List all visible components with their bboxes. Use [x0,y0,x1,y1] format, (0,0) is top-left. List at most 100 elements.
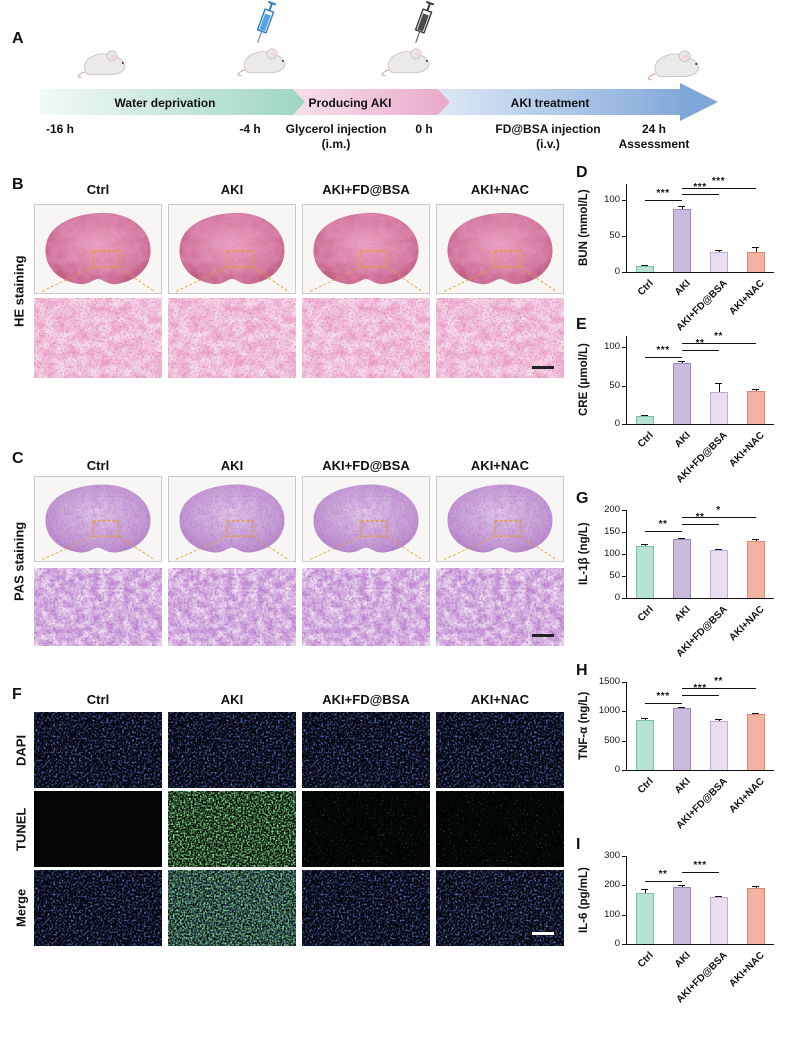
column-header-nac: AKI+NAC [470,182,530,197]
he-kidney-image-fdbsa [302,204,430,294]
scale-bar [532,932,554,935]
significance-stars: *** [711,175,726,187]
y-tick-label: 500 [604,734,620,746]
time-minus-16h: -16 h [45,122,74,136]
significance-stars: *** [656,344,670,356]
pas-kidney-image-ctrl [34,476,162,562]
error-bar-cap [641,718,648,720]
error-bar-cap [715,548,722,550]
panel-label-e: E [576,316,587,333]
y-tick-label: 100 [604,341,620,353]
x-tick-label: AKI+NAC [726,278,767,318]
y-axis [626,856,627,944]
y-tick-label: 100 [604,193,620,205]
dapi-image-nac [436,712,564,788]
merge-row-label: Merge [13,888,29,928]
column-header-fdbsa: AKI+FD@BSA [322,182,410,197]
panel-label-h: H [576,662,588,679]
fdbsa-injection-label: FD@BSA injection [495,122,601,136]
x-tick-label: AKI+NAC [726,604,767,644]
y-tick-label: 100 [604,908,620,920]
y-axis-label: TNF-α (ng/L) [578,691,590,761]
error-bar-cap [752,885,759,887]
x-tick-label: Ctrl [635,278,656,298]
x-tick-label: Ctrl [635,430,656,450]
error-bar-cap [715,249,722,251]
y-tick [622,554,626,555]
column-header-aki: AKI [220,458,244,473]
y-tick [622,944,626,945]
error-bar [681,205,683,209]
significance-stars: *** [693,860,707,872]
significance-line [644,880,682,882]
tunel-image-fdbsa [302,791,430,867]
error-bar [644,889,646,893]
significance-stars: *** [656,187,670,199]
significance-line [681,349,719,351]
y-tick [622,598,626,599]
chart-il6: IL-6 (pg/mL) 0 100 200 300 Ctrl AKI AKI+FD@BSA A… [578,848,793,1008]
x-tick-label: AKI [672,950,693,970]
y-tick [622,711,626,713]
y-tick-label: 300 [604,850,620,861]
y-tick [622,770,626,771]
mouse-icon [647,50,700,81]
mouse-icon [237,48,286,77]
blue-syringe-icon [252,0,278,46]
merge-image-fdbsa [302,870,430,946]
column-header-aki: AKI [220,182,244,197]
significance-line [681,517,756,519]
x-tick-label: Ctrl [635,950,656,970]
chart-il1b: IL-1β (ng/L) 0 50 100 150 200 Ctrl AKI AKI+FD@BS… [578,502,793,662]
y-tick [622,856,626,857]
error-bar-cap [678,360,685,362]
pas-tissue-image-ctrl [34,568,162,646]
x-axis [626,770,774,771]
panel-label-c: C [12,450,24,467]
pas-tissue-image-fdbsa [302,568,430,646]
x-axis [626,424,774,425]
he-kidney-image-aki [168,204,296,294]
y-tick [622,385,626,387]
significance-stars: *** [656,690,670,702]
y-tick [622,510,626,511]
segment-producing-aki: Producing AKI [308,96,392,110]
y-axis [626,184,627,272]
error-bar-cap [678,706,685,708]
fdbsa-route-label: (i.v.) [536,137,560,151]
x-tick-label: AKI+NAC [726,950,767,990]
dapi-image-aki [168,712,296,788]
y-tick-label: 50 [609,229,620,241]
error-bar-cap [715,895,722,897]
dark-syringe-icon [410,0,436,46]
bar [672,886,691,944]
y-tick-label: 0 [614,418,620,429]
glycerol-route-label: (i.m.) [321,137,351,151]
significance-line [681,695,719,697]
significance-stars: ** [658,519,668,531]
y-tick [622,914,626,916]
segment-aki-treatment: AKI treatment [510,96,590,110]
significance-stars: ** [714,676,723,688]
he-kidney-image-ctrl [34,204,162,294]
error-bar [755,246,757,252]
y-tick-label: 1500 [598,676,620,687]
error-bar [718,249,720,252]
significance-stars: * [716,505,721,517]
y-tick [622,424,626,425]
error-bar [718,383,720,392]
timeline-arrow [40,83,718,121]
significance-line [681,524,719,526]
tunel-row-label: TUNEL [13,807,29,851]
error-bar-cap [678,537,685,539]
error-bar-cap [752,713,759,715]
time-24h: 24 h [641,122,666,136]
y-tick [622,885,626,887]
y-axis-label: CRE (μmol/L) [578,343,590,417]
x-tick-label: AKI [672,604,693,624]
y-tick-label: 150 [604,526,620,537]
y-tick [622,347,626,349]
he-tissue-image-aki [168,298,296,378]
x-tick-label: AKI+NAC [726,430,767,470]
